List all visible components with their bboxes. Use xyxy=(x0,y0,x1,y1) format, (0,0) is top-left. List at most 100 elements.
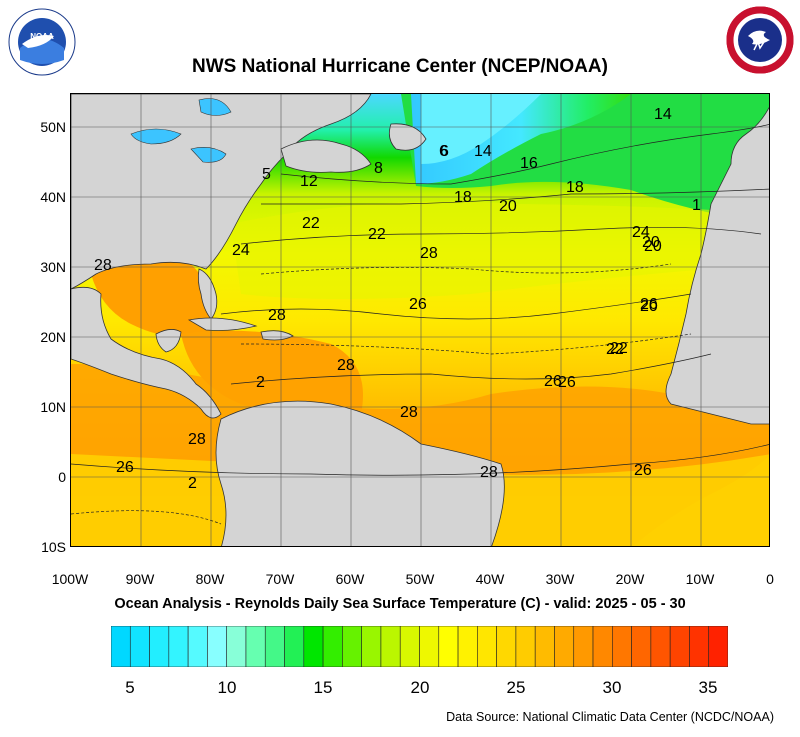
contour-label: 20 xyxy=(642,234,660,251)
lat-label-0: 0 xyxy=(58,469,66,485)
colorbar-swatch xyxy=(669,625,690,668)
colorbar-swatch xyxy=(554,625,575,668)
lat-label-10s: 10S xyxy=(41,539,66,555)
contour-label: 18 xyxy=(566,179,584,196)
colorbar-swatch xyxy=(612,625,632,668)
colorbar-label-5: 5 xyxy=(125,678,135,697)
noaa-logo: NOAA xyxy=(8,8,76,76)
contour-label: 22 xyxy=(368,226,386,243)
colorbar-swatch xyxy=(650,625,671,668)
colorbar-swatch xyxy=(149,625,170,668)
lon-label-50w: 50W xyxy=(405,571,435,587)
colorbar-swatch xyxy=(129,625,150,668)
sst-contours xyxy=(71,124,769,525)
contour-label: 28 xyxy=(94,257,112,274)
lat-label-10n: 10N xyxy=(40,399,66,415)
graticule xyxy=(71,94,769,546)
colorbar-swatch xyxy=(438,625,459,668)
lon-label-90w: 90W xyxy=(125,571,155,587)
contour-label: 16 xyxy=(520,155,538,172)
contour-label: 26 xyxy=(640,296,658,313)
svg-text:NOAA: NOAA xyxy=(30,32,54,41)
contour-label: 28 xyxy=(480,464,498,481)
colorbar-swatch xyxy=(303,625,324,668)
contour-label: 20 xyxy=(644,238,662,255)
contour-label: 8 xyxy=(374,160,383,177)
contour-label: 14 xyxy=(474,143,492,160)
contour-label: 26 xyxy=(544,373,562,390)
contour-label: 22 xyxy=(610,340,628,357)
contour-label: 5 xyxy=(262,166,271,183)
map-subtitle: Ocean Analysis - Reynolds Daily Sea Surf… xyxy=(114,596,686,612)
colorbar-swatch xyxy=(187,625,208,668)
colorbar-label-30: 30 xyxy=(602,678,622,697)
data-source-note: Data Source: National Climatic Data Cent… xyxy=(446,710,774,724)
contour-label: 22 xyxy=(606,341,624,358)
colorbar-label-10: 10 xyxy=(217,678,237,697)
contour-label: 28 xyxy=(337,357,355,374)
colorbar-label-25: 25 xyxy=(506,678,526,697)
sst-map xyxy=(70,93,770,547)
colorbar-label-35: 35 xyxy=(698,678,718,697)
contour-label: 2 xyxy=(188,475,197,492)
lat-label-50n: 50N xyxy=(40,119,66,135)
colorbar-swatch xyxy=(708,625,729,668)
lat-label-20n: 20N xyxy=(40,329,66,345)
colorbar-swatch xyxy=(496,625,517,668)
temperature-colorbar xyxy=(110,625,729,668)
colorbar-swatch xyxy=(284,625,305,668)
colorbar-swatches xyxy=(110,625,729,668)
colorbar-swatch xyxy=(419,625,440,668)
contour-label: 14 xyxy=(654,106,672,123)
colorbar-swatch xyxy=(573,625,594,668)
contour-label: 18 xyxy=(454,189,472,206)
contour-label: 28 xyxy=(420,245,438,262)
colorbar-swatch xyxy=(207,625,227,668)
colorbar-swatch xyxy=(342,625,362,668)
contour-label: 20 xyxy=(499,198,517,215)
contour-label: 26 xyxy=(558,374,576,391)
lon-label-10w: 10W xyxy=(685,571,715,587)
contour-label: 28 xyxy=(400,404,418,421)
contour-label: 28 xyxy=(268,307,286,324)
contour-label: 12 xyxy=(300,173,318,190)
contour-label: 1 xyxy=(692,197,701,214)
colorbar-label-20: 20 xyxy=(410,678,430,697)
lon-label-20w: 20W xyxy=(615,571,645,587)
colorbar-swatch xyxy=(631,625,652,668)
colorbar-swatch xyxy=(399,625,420,668)
contour-label: 28 xyxy=(188,431,206,448)
colorbar-swatch xyxy=(361,625,382,668)
colorbar-swatch xyxy=(245,625,266,668)
contour-label: 2 xyxy=(256,374,265,391)
colorbar-swatch xyxy=(515,625,536,668)
colorbar-swatch xyxy=(110,625,131,668)
contour-label: 22 xyxy=(302,215,320,232)
lon-label-100w: 100W xyxy=(51,571,89,587)
colorbar-swatch xyxy=(264,625,285,668)
page-title: NWS National Hurricane Center (NCEP/NOAA… xyxy=(192,56,608,77)
contour-label: 26 xyxy=(409,296,427,313)
lon-label-40w: 40W xyxy=(475,571,505,587)
sst-map-canvas xyxy=(71,94,769,546)
contour-label: 20 xyxy=(640,298,658,315)
colorbar-swatch xyxy=(380,625,401,668)
colorbar-swatch xyxy=(457,625,478,668)
national-weather-service-logo xyxy=(726,6,794,74)
contour-label: 6 xyxy=(440,143,449,160)
colorbar-swatch xyxy=(592,625,613,668)
lon-label-60w: 60W xyxy=(335,571,365,587)
lon-label-0: 0 xyxy=(766,571,774,587)
colorbar-swatch xyxy=(477,625,497,668)
contour-label: 26 xyxy=(634,462,652,479)
contour-label: 6 xyxy=(439,143,448,160)
colorbar-label-15: 15 xyxy=(313,678,333,697)
colorbar-swatch xyxy=(534,625,555,668)
lat-label-40n: 40N xyxy=(40,189,66,205)
colorbar-swatch xyxy=(168,625,189,668)
lon-label-30w: 30W xyxy=(545,571,575,587)
contour-label: 26 xyxy=(116,459,134,476)
contour-label: 24 xyxy=(232,242,250,259)
lat-label-30n: 30N xyxy=(40,259,66,275)
contour-label: 24 xyxy=(632,224,650,241)
